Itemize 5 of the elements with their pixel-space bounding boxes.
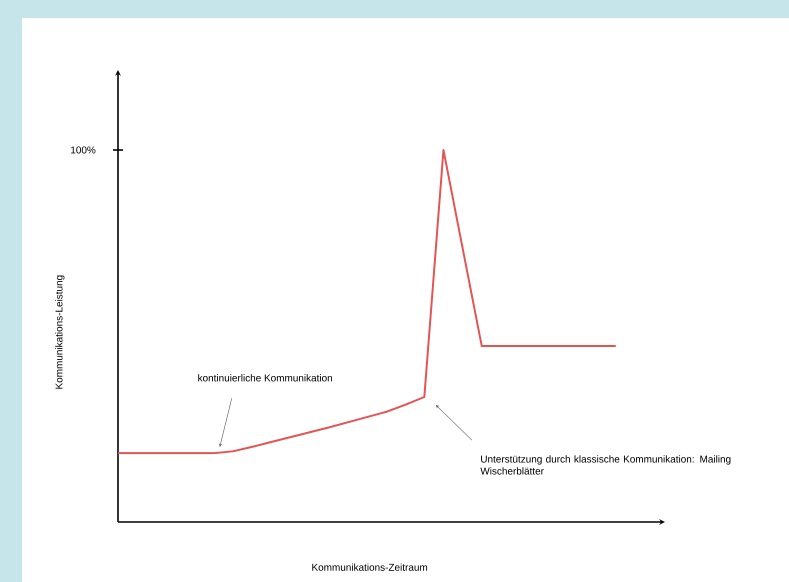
text: 100%	[71, 146, 96, 154]
x-axis-title: Kommunikations-Zeitraum	[312, 564, 428, 571]
annotation: kontinuierliche Kommunikation	[198, 374, 332, 382]
y-axis-title: Kommunikations-Leistung	[55, 275, 64, 389]
annotation: Unterstützung durch klassische Kommunikation: Mailing Wischerblätter	[480, 455, 730, 475]
